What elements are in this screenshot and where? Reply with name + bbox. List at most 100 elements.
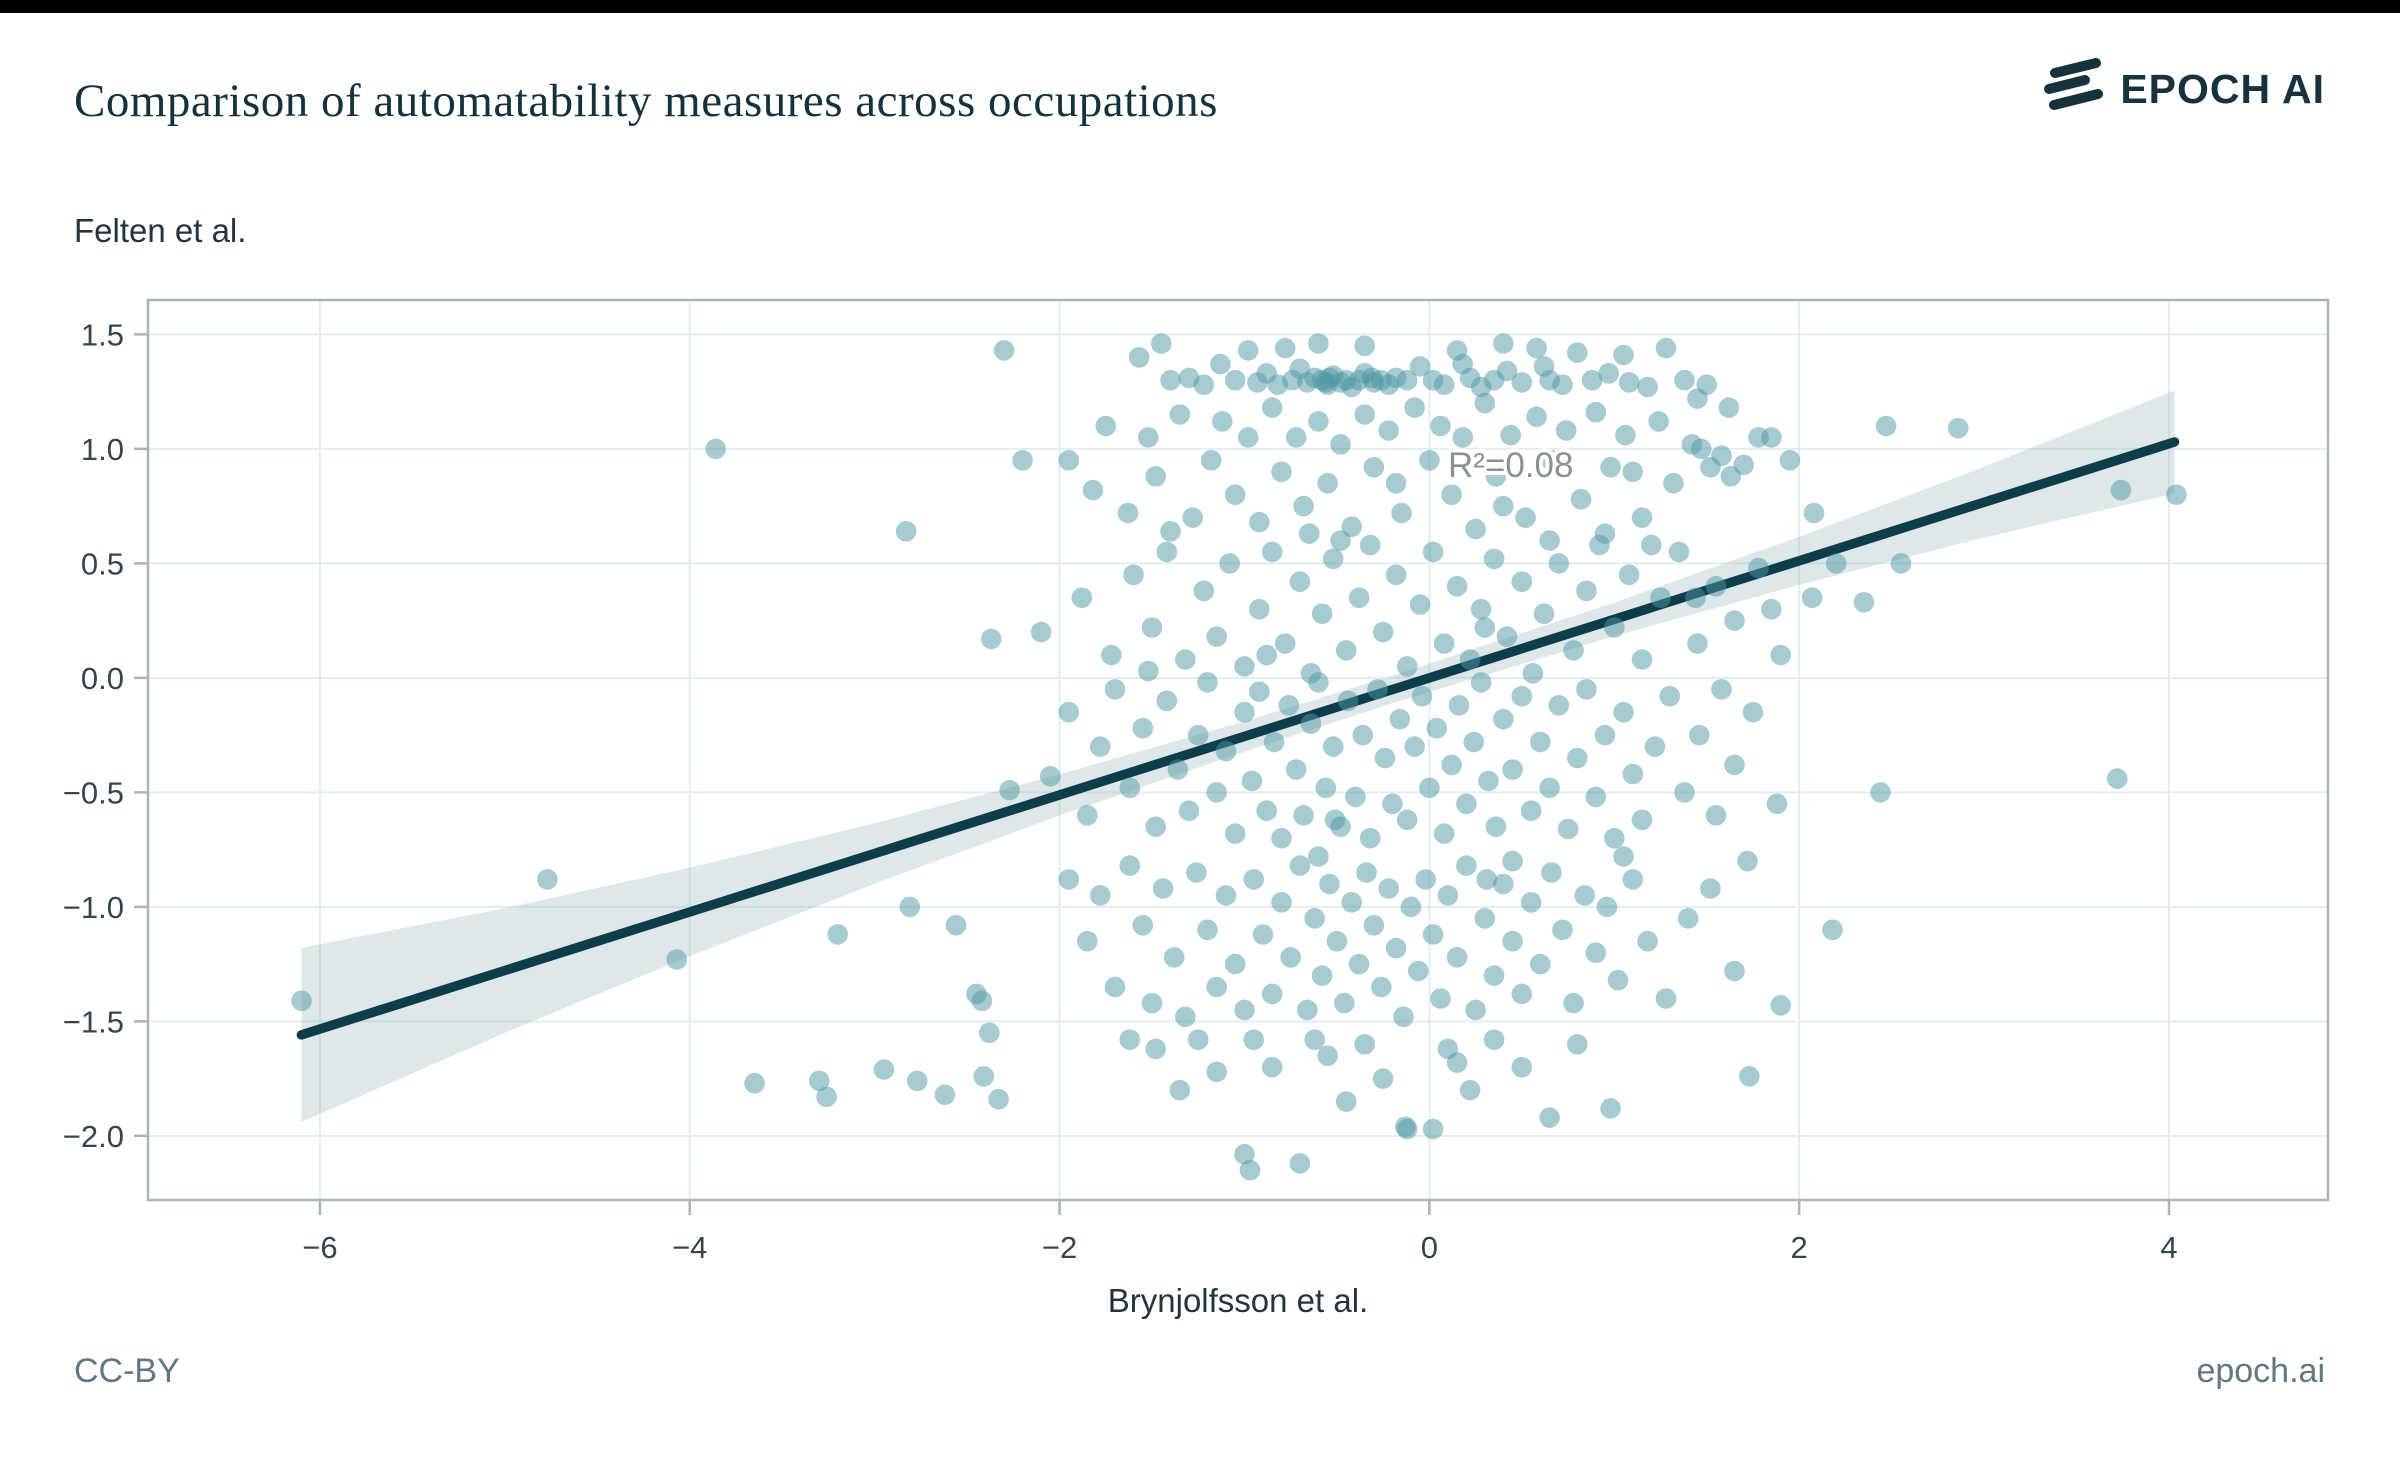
scatter-point [1530, 953, 1551, 975]
scatter-point [1522, 663, 1544, 684]
scatter-point [1077, 930, 1098, 952]
scatter-point [291, 990, 312, 1012]
scatter-point [1224, 953, 1246, 975]
scatter-point [1655, 988, 1677, 1009]
scatter-point [1485, 816, 1507, 837]
scatter-point [1801, 587, 1823, 608]
scatter-point [1433, 374, 1455, 396]
scatter-point [1089, 736, 1111, 757]
regression-line [296, 437, 2180, 1040]
scatter-point [1101, 644, 1122, 666]
scatter-point [1441, 754, 1462, 776]
scatter-point [1409, 356, 1431, 377]
scatter-point [1674, 369, 1695, 391]
scatter-point [1724, 960, 1745, 982]
scatter-point [1354, 404, 1375, 425]
scatter-point [993, 340, 1015, 361]
scatter-point [1600, 456, 1621, 478]
scatter-point [1335, 1091, 1357, 1112]
scatter-point [1163, 947, 1185, 968]
scatter-point [1169, 1079, 1191, 1101]
scatter-point [1433, 633, 1455, 654]
scatter-point [1511, 571, 1533, 592]
scatter-point [1574, 885, 1595, 906]
scatter-point [1249, 511, 1270, 533]
y-axis-title: Felten et al. [74, 212, 247, 249]
y-tick-label: −1.5 [63, 1004, 124, 1039]
scatter-point [1539, 530, 1560, 551]
scatter-point [1690, 438, 1712, 460]
scatter-point [1770, 644, 1791, 666]
scatter-point [1319, 873, 1340, 895]
scatter-point [1308, 672, 1329, 693]
scatter-point [1548, 695, 1570, 716]
scatter-point [1496, 626, 1518, 647]
scatter-point [1156, 690, 1178, 712]
scatter-point [1557, 818, 1579, 840]
scatter-point [1567, 1034, 1588, 1055]
scatter-point [1337, 690, 1359, 712]
y-tick-label: 1.5 [81, 317, 124, 352]
scatter-point [1352, 724, 1374, 746]
scatter-point [1446, 576, 1468, 597]
scatter-point [1396, 809, 1418, 831]
scatter-point [1058, 869, 1080, 890]
scatter-point [1256, 800, 1277, 821]
scatter-point [1502, 850, 1523, 872]
scatter-point [1304, 1029, 1325, 1050]
scatter-point [1541, 450, 1562, 471]
scatter-point [1175, 1006, 1196, 1028]
scatter-point [1261, 397, 1283, 418]
scatter-point [1141, 992, 1163, 1014]
scatter-point [1249, 681, 1270, 702]
scatter-point [1322, 736, 1344, 757]
scatter-point [1585, 786, 1607, 808]
top-border [0, 0, 2400, 13]
scatter-point [1470, 598, 1492, 620]
scatter-point [1219, 553, 1240, 574]
scatter-point [1526, 337, 1547, 359]
scatter-point [1502, 759, 1523, 780]
scatter-point [1132, 717, 1154, 739]
scatter-point [1470, 672, 1492, 693]
scatter-point [1378, 420, 1399, 441]
scatter-point [1280, 947, 1301, 968]
scatter-point [1766, 793, 1788, 815]
scatter-point [1167, 759, 1189, 780]
scatter-point [1082, 479, 1104, 501]
scatter-point [1622, 763, 1644, 785]
scatter-point [1689, 724, 1710, 746]
scatter-point [1724, 610, 1745, 631]
scatter-point [1359, 534, 1381, 556]
scatter-point [1293, 805, 1314, 826]
scatter-point [1947, 417, 1969, 439]
epoch-site-link[interactable]: epoch.ai [2196, 1352, 2325, 1390]
scatter-point [1206, 782, 1227, 803]
scatter-point [1604, 617, 1625, 638]
scatter-point [1500, 424, 1521, 446]
scatter-point [1441, 484, 1462, 506]
scatter-point [1193, 580, 1215, 602]
scatter-point [1448, 695, 1470, 716]
scatter-point [1474, 392, 1496, 414]
scatter-point [1437, 885, 1459, 906]
scatter-point [1493, 873, 1514, 895]
scatter-point [1648, 411, 1669, 432]
scatter-point [1234, 999, 1255, 1021]
scatter-point [1322, 548, 1344, 570]
scatter-point [1391, 502, 1412, 524]
scatter-point [1465, 999, 1486, 1021]
scatter-point [1511, 685, 1533, 707]
scatter-point [1552, 374, 1573, 396]
scatter-point [1853, 592, 1875, 613]
scatter-point [945, 914, 967, 936]
scatter-point [1433, 823, 1455, 844]
scatter-point [1071, 587, 1093, 608]
scatter-point [1663, 472, 1684, 494]
scatter-point [1655, 337, 1677, 359]
scatter-point [1128, 347, 1150, 368]
scatter-point [1496, 360, 1518, 382]
scatter-point [1186, 862, 1207, 883]
scatter-point [1422, 1118, 1444, 1140]
scatter-point [1359, 827, 1381, 849]
